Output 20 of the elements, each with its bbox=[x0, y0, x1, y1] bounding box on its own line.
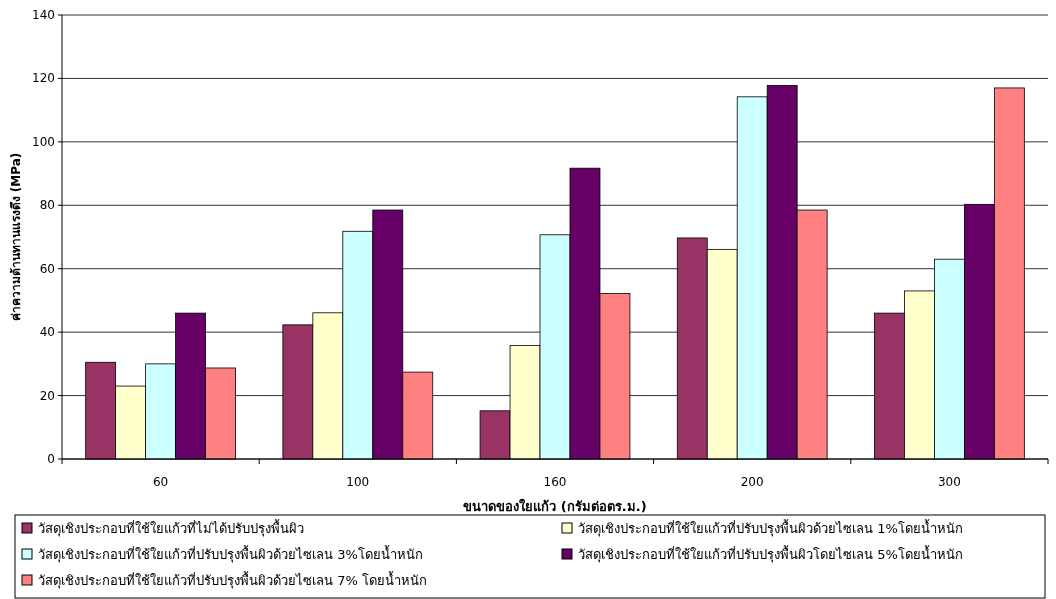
x-tick-label: 100 bbox=[346, 475, 370, 489]
legend-label: วัสดุเชิงประกอบที่ใช้ใยแก้วที่ปรับปรุงพื้นผิวด้วยไซเลน 1%โดยน้ำหนัก bbox=[578, 519, 963, 537]
x-axis-title: ขนาดของใยแก้ว (กรัมต่อตร.ม.) bbox=[463, 498, 647, 514]
y-axis-title: ค่าความต้านทานแรงดึง (MPa) bbox=[9, 152, 23, 322]
x-tick-label: 300 bbox=[937, 475, 961, 489]
x-tick-label: 60 bbox=[152, 475, 169, 489]
y-tick-label: 60 bbox=[39, 261, 55, 276]
y-tick-label: 40 bbox=[39, 325, 55, 340]
x-tick-label: 160 bbox=[543, 475, 567, 489]
legend-label: วัสดุเชิงประกอบที่ใช้ใยแก้วที่ปรับปรุงพื้นผิวด้วยไซเลน 3%โดยน้ำหนัก bbox=[38, 545, 423, 563]
legend-label: วัสดุเชิงประกอบที่ใช้ใยแก้วที่ไม่ได้ปรับปรุงพื้นผิว bbox=[38, 519, 304, 537]
y-tick-label: 20 bbox=[39, 388, 55, 403]
y-tick-label: 120 bbox=[32, 71, 55, 86]
legend-label: วัสดุเชิงประกอบที่ใช้ใยแก้วที่ปรับปรุงพื้นผิวโดยไซเลน 5%โดยน้ำหนัก bbox=[578, 545, 963, 563]
y-tick-label: 0 bbox=[47, 452, 55, 466]
y-tick-label: 80 bbox=[39, 198, 55, 213]
x-tick-label: 200 bbox=[740, 475, 764, 489]
y-tick-label: 140 bbox=[32, 8, 55, 22]
legend-label: วัสดุเชิงประกอบที่ใช้ใยแก้วที่ปรับปรุงพื้นผิวด้วยไซเลน 7% โดยน้ำหนัก bbox=[38, 571, 427, 589]
y-tick-label: 100 bbox=[32, 134, 55, 149]
